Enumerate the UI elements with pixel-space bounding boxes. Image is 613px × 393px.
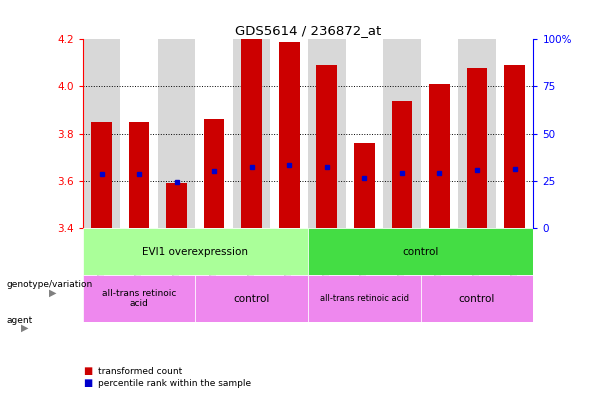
Bar <box>354 143 375 228</box>
Bar <box>204 119 224 228</box>
Bar <box>270 39 308 228</box>
Text: percentile rank within the sample: percentile rank within the sample <box>98 379 251 387</box>
Bar <box>120 39 158 228</box>
Text: all-trans retinoic
acid: all-trans retinoic acid <box>102 289 177 309</box>
Bar <box>129 122 150 228</box>
Text: control: control <box>403 246 439 257</box>
Bar <box>466 68 487 228</box>
Bar <box>83 39 120 228</box>
Bar <box>496 39 533 228</box>
Bar <box>91 122 112 228</box>
Text: ▶: ▶ <box>49 288 56 298</box>
Bar <box>196 39 233 228</box>
Bar <box>346 39 383 228</box>
Bar <box>458 39 496 228</box>
Text: EVI1 overexpression: EVI1 overexpression <box>142 246 248 257</box>
Bar <box>233 39 270 228</box>
Bar <box>421 275 533 322</box>
Bar <box>316 65 337 228</box>
Bar <box>429 84 450 228</box>
Bar <box>166 183 187 228</box>
Bar <box>83 228 308 275</box>
Bar <box>308 39 346 228</box>
Bar <box>308 275 421 322</box>
Bar <box>504 65 525 228</box>
Bar <box>392 101 412 228</box>
Bar <box>279 42 300 228</box>
Bar <box>83 275 196 322</box>
Bar <box>383 39 421 228</box>
Text: ■: ■ <box>83 378 92 388</box>
Text: ■: ■ <box>83 366 92 376</box>
Bar <box>308 228 533 275</box>
Text: ▶: ▶ <box>21 323 29 333</box>
Bar <box>158 39 196 228</box>
Text: genotype/variation: genotype/variation <box>6 281 93 289</box>
Text: transformed count: transformed count <box>98 367 182 376</box>
Text: control: control <box>234 294 270 304</box>
Bar <box>242 39 262 228</box>
Text: agent: agent <box>6 316 32 325</box>
Text: control: control <box>459 294 495 304</box>
Text: all-trans retinoic acid: all-trans retinoic acid <box>320 294 409 303</box>
Bar <box>196 275 308 322</box>
Title: GDS5614 / 236872_at: GDS5614 / 236872_at <box>235 24 381 37</box>
Bar <box>421 39 458 228</box>
